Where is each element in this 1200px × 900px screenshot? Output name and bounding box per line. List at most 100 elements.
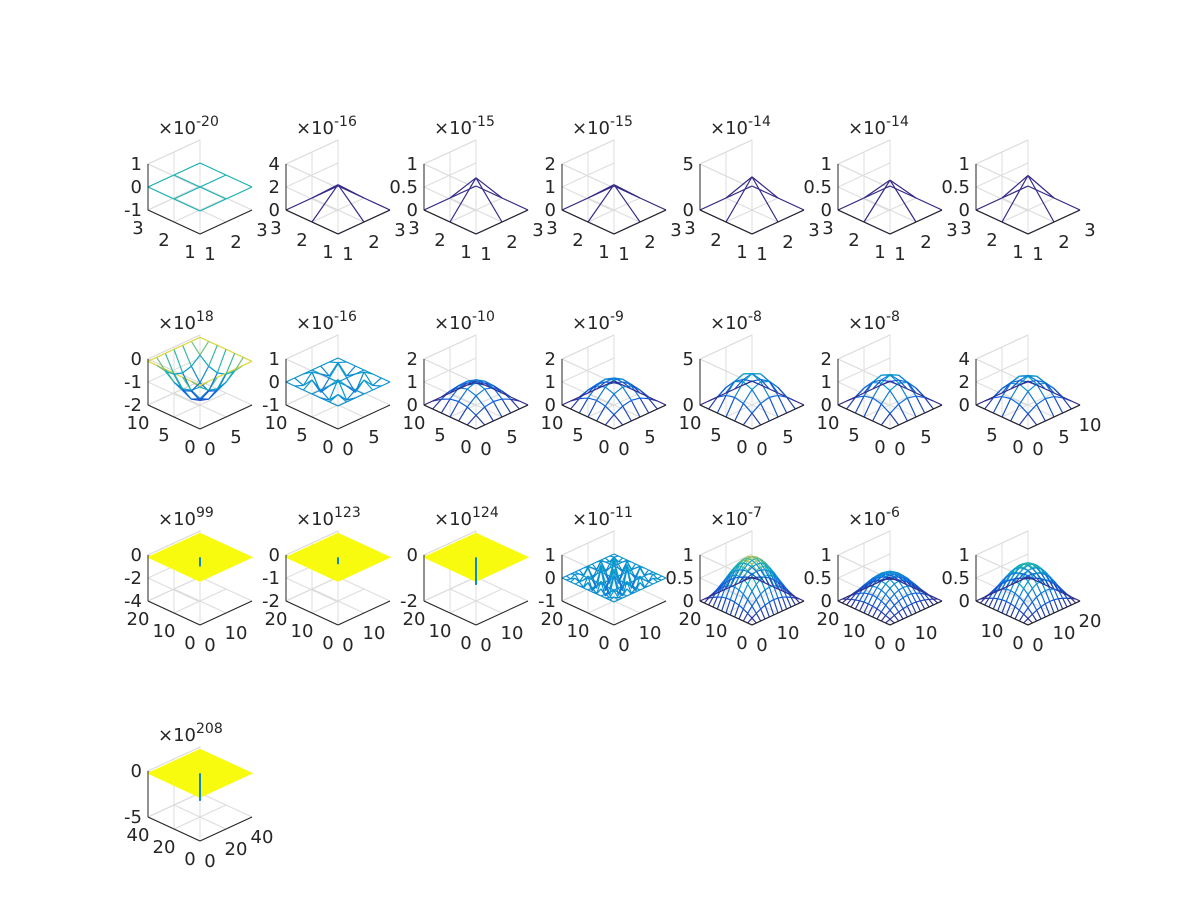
y-tick-label: 20 [817, 609, 840, 630]
mesh-line [1027, 588, 1033, 595]
mesh-line [600, 561, 606, 573]
mesh-line [1014, 583, 1020, 594]
exponent-label: ×10-9 [572, 309, 624, 334]
mesh-line [880, 589, 887, 595]
mesh-line [1018, 404, 1029, 415]
mesh-line [587, 388, 597, 394]
mesh-line [173, 373, 184, 390]
mesh-line [1001, 175, 1029, 199]
mesh-line [182, 388, 192, 391]
mesh-line [906, 577, 913, 583]
mesh-line [190, 390, 201, 401]
y-axis-line [147, 404, 201, 430]
mesh-line [190, 365, 201, 383]
mesh-line [755, 571, 762, 578]
mesh-line [933, 400, 943, 406]
exponent-label: ×10-16 [296, 114, 357, 139]
mesh-line [1019, 563, 1024, 566]
mesh-line [764, 586, 770, 591]
mesh-line [652, 577, 658, 580]
mesh-line [738, 608, 744, 620]
mesh-line [630, 383, 641, 394]
mesh-line [734, 379, 744, 390]
mesh-line [591, 563, 598, 570]
mesh-line [199, 365, 210, 383]
mesh-line [303, 369, 313, 375]
floor-grid-line [199, 380, 253, 406]
y-tick-label: 0 [736, 633, 747, 654]
mesh-line [587, 567, 593, 579]
mesh-line [208, 390, 218, 392]
mesh-line [764, 589, 770, 603]
mesh-line [712, 592, 718, 596]
mesh-line [863, 586, 869, 590]
mesh-line [622, 385, 632, 388]
x-axis-line [1027, 600, 1081, 626]
mesh-line [716, 395, 727, 414]
mesh-line [730, 599, 735, 603]
mesh-line [790, 592, 796, 598]
mesh-line [1019, 578, 1024, 582]
mesh-line [734, 576, 740, 579]
mesh-line [1036, 564, 1042, 570]
mesh-line [734, 378, 744, 382]
mesh-line [894, 578, 899, 582]
y-tick-label: 0 [322, 633, 333, 654]
mesh-line [234, 352, 244, 358]
z-tick-label: -2 [124, 395, 142, 416]
mesh-line [872, 608, 878, 618]
mesh-line [751, 378, 761, 382]
mesh-line [243, 356, 253, 362]
mesh-line [881, 578, 886, 582]
mesh-line [630, 385, 641, 399]
surface-mesh [561, 553, 667, 603]
mesh-line [906, 397, 917, 418]
floor-grid-line [147, 185, 201, 211]
mesh-line [432, 396, 442, 402]
z-tick-label: 1 [821, 154, 832, 175]
mesh-line [1023, 562, 1029, 565]
mesh-line [182, 376, 192, 382]
mesh-line [1049, 581, 1055, 590]
mesh-line [880, 600, 887, 606]
mesh-line [872, 574, 878, 579]
y-tick-label: 3 [546, 218, 557, 239]
z-tick-label: 2 [407, 349, 418, 370]
exponent-label: ×10-15 [572, 114, 633, 139]
mesh-line [1018, 609, 1025, 615]
mesh-line [630, 563, 637, 570]
mesh-line [881, 580, 886, 585]
mesh-line [1036, 380, 1046, 390]
mesh-line [1066, 597, 1072, 606]
mesh-line [1027, 601, 1033, 609]
y-axis-line [837, 404, 891, 430]
x-tick-label: 10 [225, 623, 248, 644]
mesh-line [717, 392, 727, 398]
mesh-line [755, 576, 762, 582]
mesh-line [630, 573, 637, 580]
mesh-line [644, 567, 649, 571]
mesh-line [1001, 383, 1012, 397]
floor-grid-line [199, 185, 253, 211]
mesh-line [199, 354, 210, 367]
mesh-line [881, 380, 891, 386]
exponent-label: ×10123 [296, 505, 361, 530]
mesh-line [1049, 576, 1055, 582]
mesh-line [1005, 579, 1012, 590]
mesh-line [600, 588, 606, 597]
mesh-line [747, 566, 753, 572]
y-tick-label: 2 [296, 230, 307, 251]
mesh-line [1036, 592, 1042, 598]
mesh-line [1057, 586, 1064, 594]
x-axis-line [613, 404, 667, 430]
mesh-line [519, 400, 529, 406]
x-tick-label: 2 [920, 232, 931, 253]
y-axis-line [561, 404, 615, 430]
mesh-line [795, 597, 800, 600]
mesh-line [1010, 398, 1020, 406]
mesh-line [337, 377, 347, 383]
y-axis-line [975, 404, 1029, 430]
mesh-line [738, 562, 744, 565]
mesh-line [1031, 601, 1038, 611]
mesh-line [889, 614, 895, 620]
